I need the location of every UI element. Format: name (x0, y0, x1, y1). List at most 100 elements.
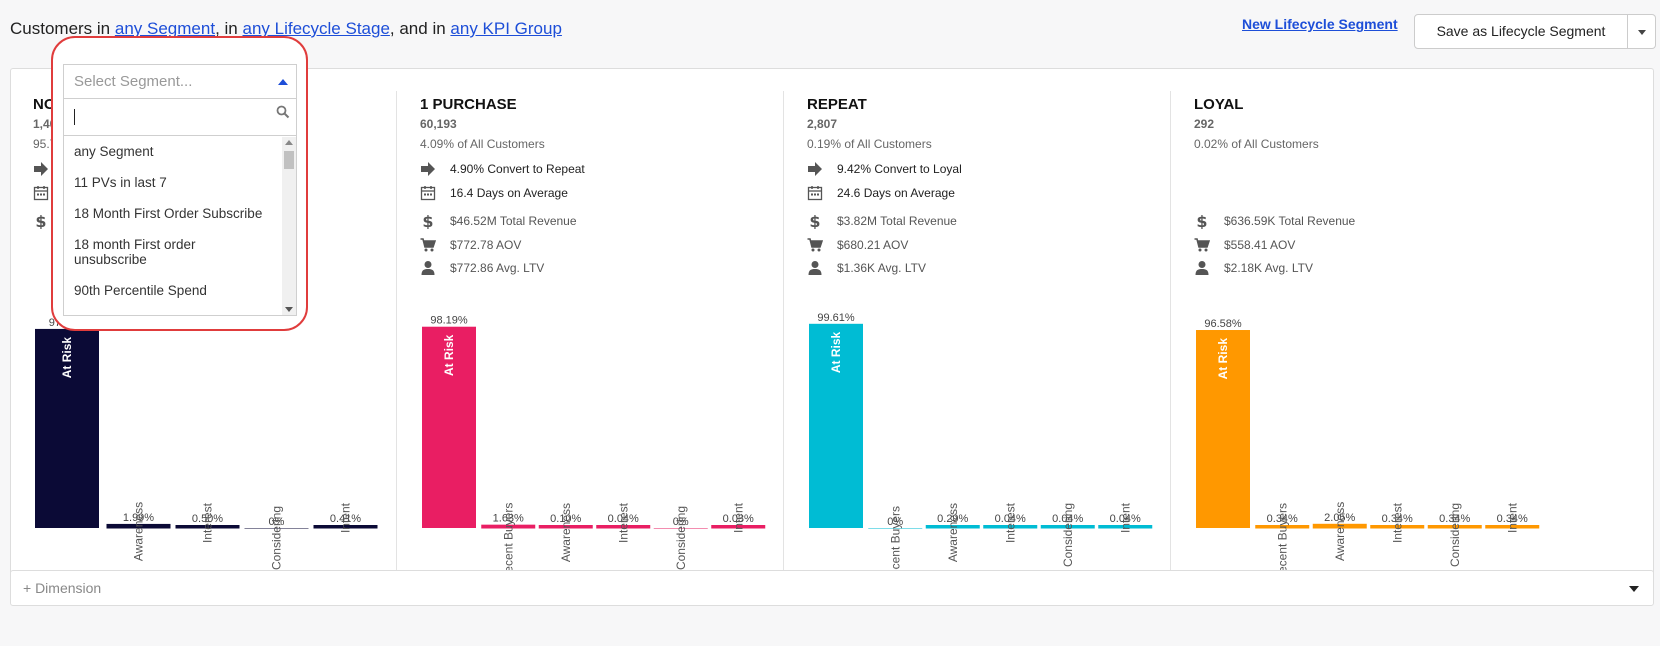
bar-recent-buyers[interactable] (1255, 525, 1310, 528)
calendar-icon (420, 186, 436, 201)
user-icon (421, 261, 435, 275)
arrow-icon (808, 162, 822, 176)
list-item[interactable]: any Segment (74, 144, 154, 159)
category-label: Intent (731, 502, 745, 533)
dropdown-scrollbar[interactable] (282, 137, 296, 315)
list-item[interactable]: 11 PVs in last 7 (74, 175, 167, 190)
svg-text:$: $ (35, 213, 46, 229)
user-icon (1194, 260, 1210, 276)
list-item-continuation[interactable]: unsubscribe (74, 252, 147, 267)
bar-awareness[interactable] (925, 525, 980, 528)
arrow-icon (33, 161, 49, 177)
svg-text:$: $ (809, 213, 820, 229)
data-label: 0.03% (723, 513, 754, 525)
bar-intent[interactable] (1098, 525, 1153, 528)
bar-interest[interactable] (175, 525, 240, 528)
list-item[interactable]: 18 Month First Order Subscribe (74, 206, 263, 221)
metric-text: 16.4 Days on Average (450, 186, 568, 200)
category-label: Awareness (132, 502, 146, 561)
metric-text: 9.42% Convert to Loyal (837, 162, 962, 176)
bar-intent[interactable] (711, 525, 766, 528)
metric-text: $1.36K Avg. LTV (837, 261, 926, 275)
stage-column-4: LOYAL 292 0.02% of All Customers $ $636.59K … (1170, 69, 1559, 584)
lifecycle-stage-link[interactable]: any Lifecycle Stage (242, 19, 390, 38)
data-label: 0.29% (937, 513, 968, 525)
text-cursor (74, 109, 75, 125)
category-label: At Risk (60, 337, 74, 379)
data-label: 0.34% (1439, 513, 1470, 525)
cart-icon (807, 237, 823, 253)
stage-share: 0.02% of All Customers (1194, 137, 1319, 151)
data-label: 0.41% (330, 513, 361, 525)
scrollbar-thumb[interactable] (284, 151, 294, 169)
dollar-icon: $ (1196, 213, 1207, 229)
bar-at-risk[interactable] (35, 328, 99, 528)
category-label: Considering (270, 506, 284, 570)
data-label: 0.50% (192, 513, 223, 525)
svg-text:$: $ (422, 213, 433, 229)
metric-text: $636.59K Total Revenue (1224, 214, 1356, 228)
segment-link[interactable]: any Segment (114, 19, 216, 38)
bar-at-risk[interactable] (422, 326, 476, 528)
user-icon (807, 260, 823, 276)
bar-interest[interactable] (596, 525, 651, 528)
data-label: 0.04% (608, 513, 639, 525)
save-options-chevron-down-icon[interactable] (1628, 14, 1656, 49)
metric-text: $680.21 AOV (837, 238, 909, 252)
category-label: At Risk (1216, 338, 1230, 380)
data-label: 0% (269, 516, 285, 528)
dollar-icon: $ (422, 213, 433, 229)
metric-row: $772.78 AOV (420, 237, 521, 253)
segment-select[interactable]: Select Segment... (64, 65, 296, 99)
kpi-group-link[interactable]: any KPI Group (450, 19, 562, 38)
metric-row: 4.90% Convert to Repeat (420, 161, 585, 177)
segment-search-input[interactable] (64, 99, 296, 136)
category-label: Considering (1061, 503, 1075, 567)
caret-up-icon[interactable] (278, 79, 288, 85)
bar-recent-buyers[interactable] (481, 524, 536, 528)
scroll-down-icon[interactable] (285, 307, 293, 312)
cart-icon (1194, 237, 1210, 253)
category-label: Recent Buyers (888, 506, 902, 579)
stage-column-3: REPEAT 2,807 0.19% of All Customers 9.42% C… (783, 69, 1172, 584)
stage-title: 1 PURCHASE (420, 96, 517, 113)
bar-considering[interactable] (1427, 525, 1482, 528)
cart-icon (420, 238, 436, 252)
chevron-down-icon[interactable] (1629, 586, 1639, 592)
category-label: Intent (1118, 502, 1132, 533)
new-lifecycle-segment-link[interactable]: New Lifecycle Segment (1242, 16, 1398, 32)
bar-awareness[interactable] (106, 523, 171, 528)
category-label: Intent (339, 502, 353, 533)
metric-row: $680.21 AOV (807, 237, 908, 253)
data-label: 0.04% (995, 513, 1026, 525)
bar-at-risk[interactable] (809, 323, 863, 528)
metric-row: 16.4 Days on Average (420, 185, 568, 201)
bar-at-risk[interactable] (1196, 330, 1250, 528)
data-label: 0.04% (1110, 513, 1141, 525)
save-lifecycle-segment-button[interactable]: Save as Lifecycle Segment (1414, 14, 1628, 49)
bar-intent[interactable] (1485, 525, 1540, 528)
bar-intent[interactable] (313, 525, 378, 528)
arrow-icon (34, 162, 48, 176)
column-divider (396, 91, 397, 571)
dimension-select[interactable]: + Dimension (10, 570, 1654, 606)
bar-interest[interactable] (1370, 525, 1425, 528)
category-label: Interest (616, 502, 630, 543)
metric-row: 24.6 Days on Average (807, 185, 955, 201)
bar-considering[interactable] (1040, 525, 1095, 528)
list-item[interactable]: 90th Percentile Spend (74, 283, 207, 298)
list-item[interactable]: 18 month First order (74, 237, 196, 252)
bar-interest[interactable] (983, 525, 1038, 528)
scroll-up-icon[interactable] (285, 140, 293, 145)
bar-awareness[interactable] (538, 525, 593, 528)
search-icon (276, 105, 290, 119)
user-icon (808, 261, 822, 275)
bar-awareness[interactable] (1312, 523, 1367, 528)
category-label: Considering (674, 506, 688, 570)
arrow-icon (807, 161, 823, 177)
dollar-icon: $ (807, 213, 823, 229)
user-icon (420, 260, 436, 276)
data-label: 0.10% (550, 513, 581, 525)
category-label: At Risk (829, 331, 843, 373)
